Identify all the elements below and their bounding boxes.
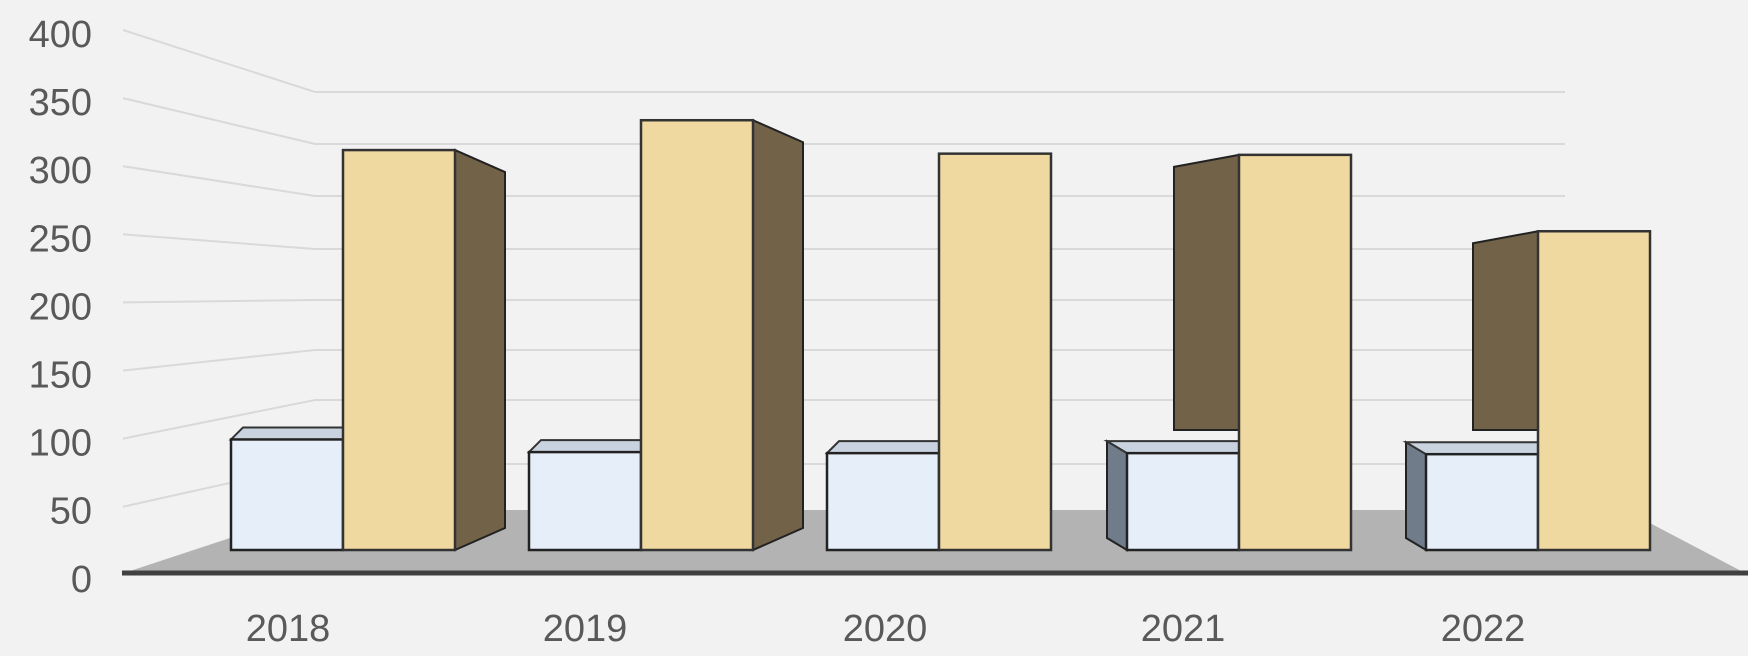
y-tick-label: 50 (50, 491, 92, 533)
bar (341, 148, 457, 552)
gridline (122, 97, 1565, 145)
bar-side (1405, 440, 1427, 552)
bar (229, 438, 345, 552)
bar-top (1402, 441, 1539, 456)
y-tick-label: 250 (29, 218, 92, 260)
x-category-label: 2021 (1141, 608, 1226, 650)
bar-side (1106, 439, 1128, 552)
bar-side (454, 148, 506, 552)
x-category-label: 2019 (543, 608, 628, 650)
gridline (122, 165, 1565, 197)
bar (1125, 451, 1241, 552)
bar-top (526, 439, 656, 454)
bar (937, 152, 1053, 552)
y-tick-label: 100 (29, 423, 92, 465)
bar (639, 118, 755, 552)
x-category-label: 2018 (246, 608, 331, 650)
bar-group (228, 118, 1652, 552)
y-tick-label: 0 (71, 559, 92, 601)
bar (527, 450, 643, 552)
bar (1237, 153, 1353, 552)
bar-side (1472, 230, 1539, 431)
y-tick-label: 350 (29, 82, 92, 124)
axis-group: 0 50 100 150 200 250 300 350 400 2018 2019 2020 2021… (29, 14, 1748, 650)
bar (1424, 452, 1540, 552)
y-tick-label: 150 (29, 355, 92, 397)
bar-top (1103, 440, 1240, 455)
bar (825, 451, 941, 552)
bar-side (752, 118, 804, 552)
bar-side (1173, 153, 1240, 431)
bar (1536, 230, 1652, 552)
gridline (122, 349, 1565, 372)
bar-top (228, 426, 358, 441)
gridline (122, 299, 1565, 304)
y-tick-label: 200 (29, 286, 92, 328)
x-category-label: 2020 (843, 608, 928, 650)
gridlines (122, 29, 1565, 508)
x-category-label: 2022 (1441, 608, 1526, 650)
gridline (122, 399, 1565, 440)
bar-top (824, 440, 940, 455)
y-tick-label: 400 (29, 14, 92, 56)
y-tick-label: 300 (29, 150, 92, 192)
gridline (122, 29, 1565, 93)
gridline (122, 233, 1565, 250)
